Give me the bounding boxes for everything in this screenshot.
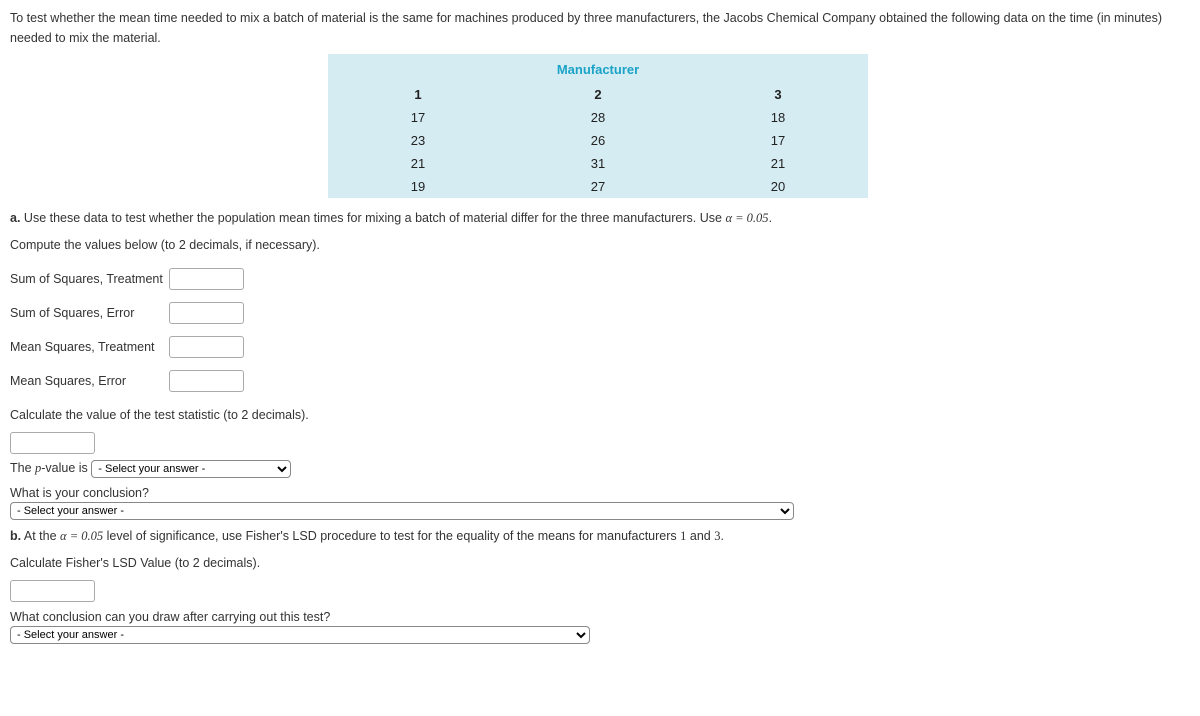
col-header: 1 [328,83,508,106]
alpha-expr-b: α = 0.05 [60,529,103,543]
pvalue-prefix: The [10,461,35,475]
table-cell: 28 [508,106,688,129]
sse-label: Sum of Squares, Error [10,296,169,330]
table-cell: 19 [328,175,508,198]
table-cell: 18 [688,106,868,129]
pvalue-select[interactable]: - Select your answer - [91,460,291,478]
calc-lsd-instruction: Calculate Fisher's LSD Value (to 2 decim… [10,556,1190,570]
test-stat-input[interactable] [10,432,95,454]
col-header: 2 [508,83,688,106]
data-table-container: Manufacturer 1 2 3 17 28 18 23 26 17 21 … [328,54,1190,198]
table-cell: 26 [508,129,688,152]
part-a-prompt: a. Use these data to test whether the po… [10,208,1190,228]
mse-input[interactable] [169,370,244,392]
conclusion-a-select[interactable]: - Select your answer - [10,502,794,520]
manufacturer-table: Manufacturer 1 2 3 17 28 18 23 26 17 21 … [328,54,868,198]
conclusion-b-select[interactable]: - Select your answer - [10,626,590,644]
part-a-text: Use these data to test whether the popul… [20,211,725,225]
mst-input[interactable] [169,336,244,358]
pvalue-suffix: -value is [41,461,91,475]
period-b: . [720,529,723,543]
sse-input[interactable] [169,302,244,324]
part-b-label: b. [10,529,21,543]
alpha-expr: α = 0.05 [725,211,768,225]
col-header: 3 [688,83,868,106]
anova-fields: Sum of Squares, Treatment Sum of Squares… [10,262,250,398]
table-cell: 17 [328,106,508,129]
problem-intro: To test whether the mean time needed to … [10,8,1190,48]
and: and [686,529,714,543]
conclusion-b-question: What conclusion can you draw after carry… [10,610,1190,624]
part-b-prompt: b. At the α = 0.05 level of significance… [10,526,1190,546]
sst-label: Sum of Squares, Treatment [10,262,169,296]
table-cell: 20 [688,175,868,198]
table-cell: 21 [688,152,868,175]
sst-input[interactable] [169,268,244,290]
table-cell: 23 [328,129,508,152]
table-cell: 27 [508,175,688,198]
mse-label: Mean Squares, Error [10,364,169,398]
calc-stat-instruction: Calculate the value of the test statisti… [10,408,1190,422]
part-b-text1: At the [21,529,60,543]
table-title: Manufacturer [328,54,868,83]
compute-instruction: Compute the values below (to 2 decimals,… [10,238,1190,252]
part-a-label: a. [10,211,20,225]
table-cell: 17 [688,129,868,152]
conclusion-a-question: What is your conclusion? [10,486,1190,500]
period: . [769,211,772,225]
lsd-input[interactable] [10,580,95,602]
part-b-text2: level of significance, use Fisher's LSD … [103,529,680,543]
mst-label: Mean Squares, Treatment [10,330,169,364]
table-cell: 21 [328,152,508,175]
pvalue-row: The p-value is - Select your answer - [10,460,1190,478]
table-cell: 31 [508,152,688,175]
